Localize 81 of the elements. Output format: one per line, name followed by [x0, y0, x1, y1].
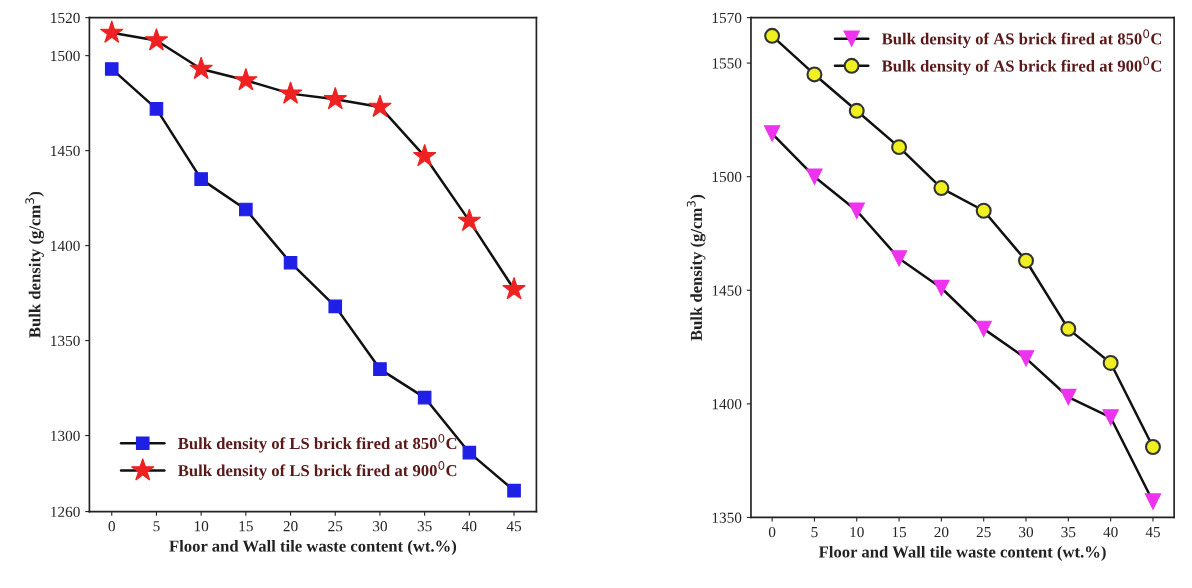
point [368, 94, 392, 118]
legend-label: Bulk density of LS brick fired at 900$^{0}$C [178, 461, 457, 480]
x-tick-label: 10 [850, 526, 864, 538]
y-tick-label: 1500 [51, 50, 80, 62]
x-axis-title: Floor and Wall tile waste content (wt.%) [169, 540, 457, 556]
point [328, 299, 343, 314]
point [806, 66, 823, 83]
x-tick-label: 25 [328, 521, 343, 532]
point [1102, 409, 1119, 426]
legend-label: Bulk density of AS brick fired at 900$^{0}$C [881, 56, 1162, 76]
point [457, 208, 482, 232]
x-tick-label: 20 [934, 526, 949, 538]
point [239, 202, 253, 217]
point [502, 276, 526, 300]
y-tick-label: 1400 [51, 240, 80, 252]
point [412, 143, 437, 167]
point [933, 180, 950, 197]
x-tick-label: 40 [462, 521, 477, 532]
y-tick-label: 1450 [51, 145, 80, 157]
point [848, 102, 865, 119]
point [1018, 252, 1034, 269]
point [1060, 388, 1077, 406]
point [507, 483, 521, 498]
point [806, 168, 823, 185]
y-tick-label: 1300 [51, 430, 80, 442]
x-tick-label: 5 [811, 527, 818, 538]
point [1060, 320, 1077, 337]
x-tick-label: 10 [194, 521, 209, 532]
x-tick-label: 20 [283, 521, 298, 532]
point [149, 102, 164, 116]
x-tick-label: 5 [153, 521, 160, 532]
x-tick-label: 35 [417, 521, 432, 532]
point [763, 125, 781, 142]
point [891, 139, 908, 156]
legend-label: Bulk density of AS brick fired at 850$^{0}$C [881, 29, 1162, 48]
y-tick-label: 1520 [51, 12, 80, 24]
y-tick-label: 1570 [712, 12, 742, 24]
y-tick-label: 1260 [51, 506, 80, 518]
point [104, 62, 119, 76]
point [144, 28, 169, 51]
point [278, 81, 303, 104]
point [462, 445, 477, 460]
point [890, 250, 908, 267]
point [373, 362, 387, 376]
x-axis-title: Floor and Wall tile waste content (wt.%) [818, 545, 1106, 561]
x-tick-label: 45 [1145, 527, 1160, 538]
x-tick-label: 0 [108, 521, 115, 532]
point [1144, 439, 1161, 455]
y-tick-label: 1400 [712, 398, 742, 410]
point [189, 56, 213, 80]
point [323, 86, 348, 110]
point [1144, 493, 1162, 510]
x-tick-label: 30 [1019, 526, 1034, 538]
y-tick-label: 1350 [51, 335, 80, 347]
y-tick-label: 1550 [712, 58, 742, 69]
x-tick-label: 45 [506, 521, 522, 532]
point [933, 279, 950, 297]
y-axis-title: Bulk density (g/cm$^{3}$) [25, 191, 44, 338]
point [99, 20, 124, 43]
y-tick-label: 1450 [712, 285, 742, 296]
point [417, 390, 432, 405]
point [764, 27, 781, 44]
x-tick-label: 25 [976, 526, 991, 538]
x-tick-label: 0 [768, 526, 776, 538]
x-tick-label: 35 [1061, 526, 1076, 538]
point [234, 67, 258, 91]
point [848, 202, 865, 219]
x-tick-label: 15 [892, 526, 907, 538]
y-axis-title: Bulk density (g/cm$^{3}$) [686, 194, 706, 341]
y-tick-label: 1350 [712, 512, 742, 523]
point [194, 172, 208, 186]
legend-label: Bulk density of LS brick fired at 850$^{0}$C [178, 433, 457, 453]
x-tick-label: 30 [373, 521, 388, 532]
x-tick-label: 15 [239, 521, 253, 532]
y-tick-label: 1500 [712, 171, 742, 183]
point [975, 320, 992, 338]
point [283, 255, 298, 270]
point [1102, 354, 1119, 371]
point [1017, 350, 1035, 367]
x-tick-label: 40 [1103, 526, 1118, 538]
point [975, 202, 992, 219]
